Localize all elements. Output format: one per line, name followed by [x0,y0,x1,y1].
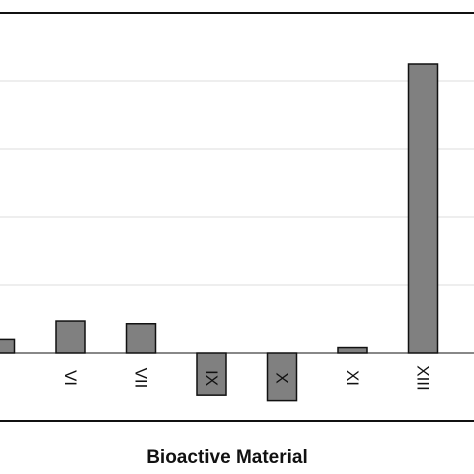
x-tick-label: VII [132,368,151,389]
bar [0,338,16,354]
tick-labels: VIVIIIXXXIXIIIXIV [61,365,433,391]
bar [337,346,368,354]
gridlines [0,80,474,286]
bar [266,352,298,402]
x-tick-label: XI [343,370,362,386]
bar [125,323,157,354]
bar [55,320,86,354]
bar [407,63,439,354]
x-tick-label: IX [202,370,221,386]
x-tick-label: VI [61,370,80,386]
x-tick-label: XIII [414,365,433,391]
bar [196,352,227,396]
x-axis-title: Bioactive Material [146,447,308,468]
x-tick-label: X [273,372,292,383]
bars [0,63,439,402]
